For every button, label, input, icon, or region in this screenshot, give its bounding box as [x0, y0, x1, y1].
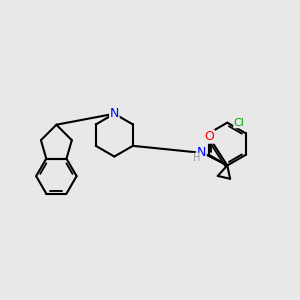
Text: Cl: Cl — [234, 118, 245, 128]
Text: N: N — [197, 146, 206, 160]
Text: O: O — [205, 130, 214, 143]
Text: H: H — [193, 153, 200, 163]
Text: N: N — [110, 107, 119, 120]
